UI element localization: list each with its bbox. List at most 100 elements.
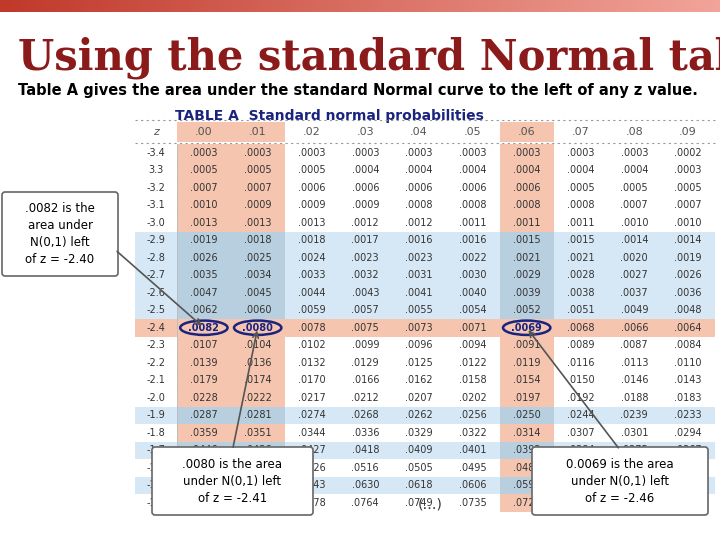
Bar bbox=[500, 319, 554, 336]
Text: .07: .07 bbox=[572, 127, 590, 137]
Bar bbox=[323, 0, 328, 12]
Bar bbox=[320, 0, 325, 12]
Bar bbox=[177, 284, 231, 301]
Bar bbox=[444, 0, 448, 12]
Text: .0054: .0054 bbox=[459, 305, 487, 315]
Bar bbox=[405, 0, 409, 12]
Bar bbox=[284, 459, 338, 476]
Text: .0002: .0002 bbox=[675, 148, 702, 158]
Bar bbox=[298, 0, 302, 12]
Bar bbox=[130, 0, 133, 12]
Bar bbox=[109, 0, 114, 12]
Bar bbox=[135, 354, 177, 372]
Bar bbox=[512, 0, 516, 12]
Text: .0212: .0212 bbox=[351, 393, 379, 403]
Text: .0006: .0006 bbox=[459, 183, 487, 193]
Bar bbox=[655, 0, 659, 12]
Bar bbox=[45, 0, 49, 12]
Text: .0027: .0027 bbox=[621, 270, 648, 280]
Text: .0035: .0035 bbox=[190, 270, 217, 280]
Text: .0096: .0096 bbox=[405, 340, 433, 350]
Text: .0007: .0007 bbox=[190, 183, 217, 193]
Bar bbox=[135, 214, 177, 232]
Text: .0005: .0005 bbox=[190, 165, 217, 176]
Bar bbox=[500, 0, 505, 12]
Text: .0102: .0102 bbox=[297, 340, 325, 350]
Bar bbox=[481, 0, 485, 12]
Bar bbox=[392, 476, 446, 494]
Bar bbox=[197, 0, 201, 12]
Bar bbox=[177, 267, 231, 284]
Bar bbox=[289, 0, 294, 12]
Text: .0005: .0005 bbox=[675, 183, 702, 193]
Bar bbox=[214, 0, 217, 12]
Bar bbox=[658, 0, 662, 12]
Text: .0465: .0465 bbox=[621, 463, 648, 472]
Bar bbox=[596, 0, 600, 12]
Text: .0039: .0039 bbox=[513, 288, 541, 298]
Text: .0008: .0008 bbox=[405, 200, 433, 210]
Bar bbox=[661, 197, 715, 214]
Bar bbox=[422, 0, 426, 12]
Bar bbox=[6, 0, 9, 12]
Bar bbox=[177, 336, 231, 354]
Bar bbox=[338, 372, 392, 389]
Bar bbox=[183, 0, 186, 12]
Bar bbox=[388, 0, 392, 12]
Text: -3.4: -3.4 bbox=[147, 148, 166, 158]
Bar bbox=[284, 122, 338, 142]
Bar bbox=[526, 0, 530, 12]
Bar bbox=[500, 161, 554, 179]
Text: .0062: .0062 bbox=[190, 305, 217, 315]
Bar bbox=[135, 267, 177, 284]
Bar bbox=[647, 0, 651, 12]
Text: .0011: .0011 bbox=[567, 218, 594, 228]
Bar bbox=[582, 0, 586, 12]
Text: .0344: .0344 bbox=[298, 428, 325, 438]
Bar bbox=[338, 284, 392, 301]
Bar bbox=[102, 0, 105, 12]
Text: .0052: .0052 bbox=[513, 305, 541, 315]
Bar bbox=[698, 0, 701, 12]
Text: .0116: .0116 bbox=[567, 357, 594, 368]
Bar bbox=[177, 122, 231, 142]
Text: .0735: .0735 bbox=[459, 498, 487, 508]
Bar bbox=[22, 0, 27, 12]
Bar bbox=[392, 442, 446, 459]
Bar bbox=[554, 122, 608, 142]
Bar bbox=[500, 249, 554, 267]
Bar bbox=[552, 0, 555, 12]
Text: .0044: .0044 bbox=[298, 288, 325, 298]
Text: .0367: .0367 bbox=[675, 446, 702, 455]
Bar bbox=[338, 249, 392, 267]
Bar bbox=[495, 0, 499, 12]
Bar bbox=[338, 354, 392, 372]
Bar bbox=[534, 0, 538, 12]
Bar bbox=[338, 122, 392, 142]
Bar bbox=[554, 232, 608, 249]
Bar bbox=[284, 301, 338, 319]
Text: .0068: .0068 bbox=[567, 323, 594, 333]
Bar bbox=[374, 0, 378, 12]
Bar bbox=[605, 0, 608, 12]
Text: .0016: .0016 bbox=[405, 235, 433, 245]
Bar bbox=[554, 389, 608, 407]
Bar bbox=[392, 214, 446, 232]
Bar bbox=[59, 0, 63, 12]
Text: .04: .04 bbox=[410, 127, 428, 137]
Text: .0026: .0026 bbox=[190, 253, 217, 263]
Bar bbox=[231, 424, 284, 442]
Bar bbox=[242, 0, 246, 12]
Bar bbox=[565, 0, 569, 12]
Bar bbox=[661, 301, 715, 319]
Text: .0329: .0329 bbox=[405, 428, 433, 438]
Bar bbox=[392, 249, 446, 267]
Bar bbox=[608, 301, 661, 319]
Bar bbox=[177, 389, 231, 407]
Bar bbox=[177, 354, 231, 372]
Bar bbox=[392, 267, 446, 284]
Bar bbox=[231, 249, 284, 267]
Text: .0793: .0793 bbox=[244, 498, 271, 508]
Bar bbox=[135, 232, 177, 249]
Bar bbox=[115, 0, 119, 12]
